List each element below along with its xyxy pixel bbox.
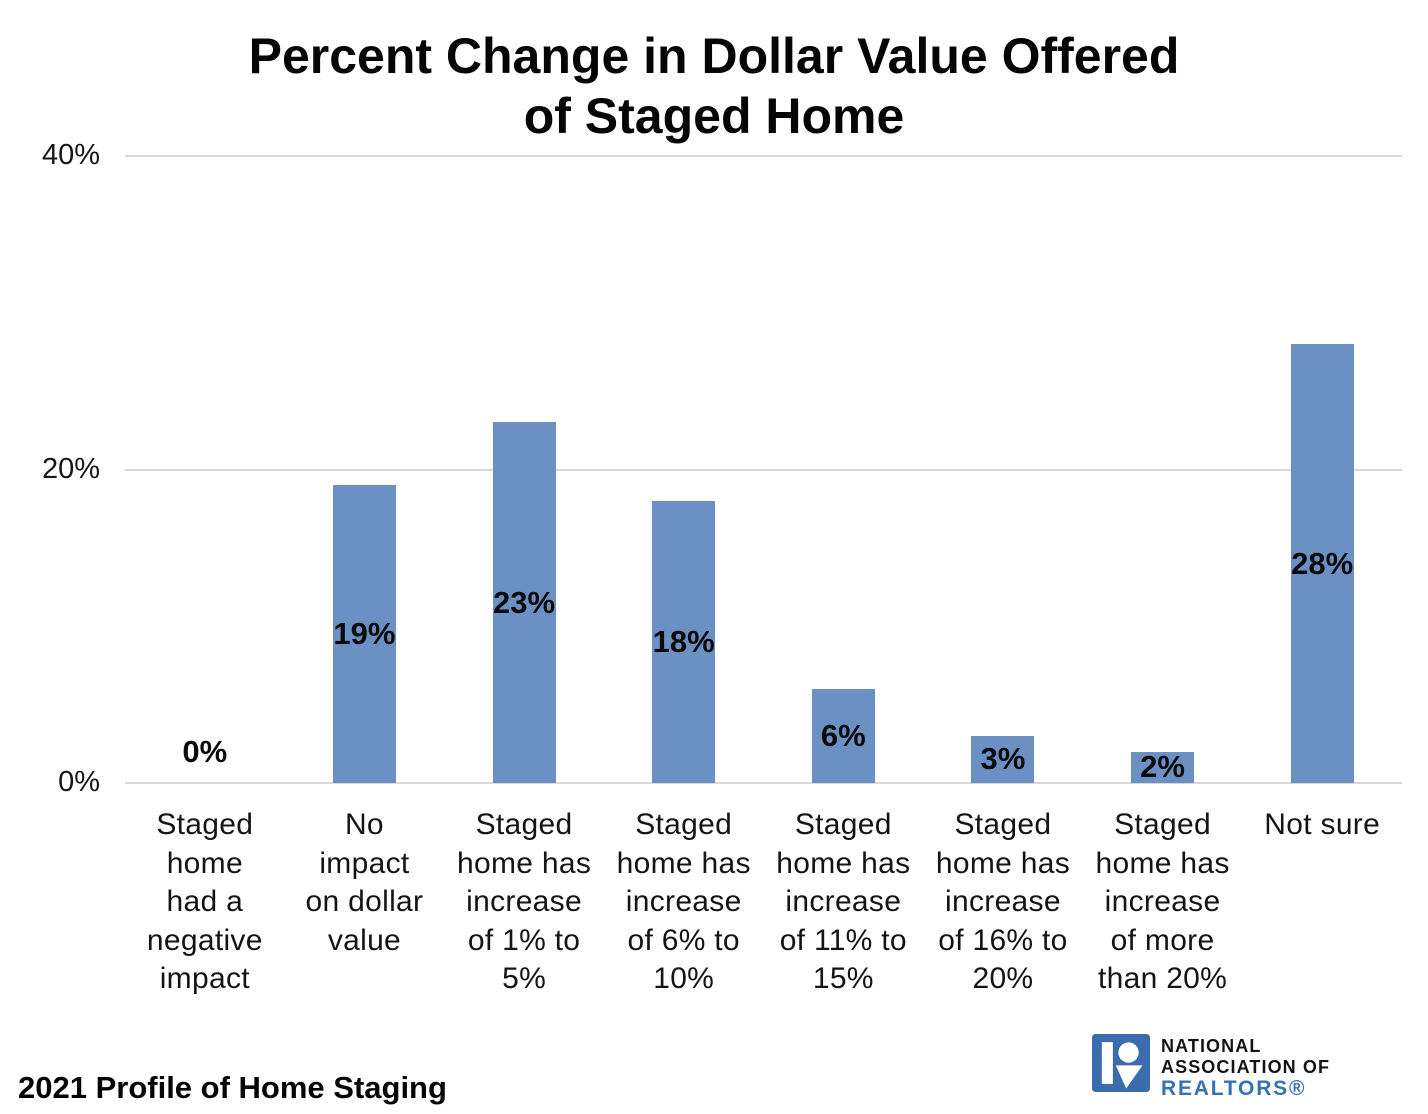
chart-title-line-1: Percent Change in Dollar Value Offered — [248, 28, 1180, 84]
bar — [1290, 344, 1354, 783]
x-axis-label-line: impact — [159, 962, 250, 995]
x-axis-label-line: Staged — [156, 808, 254, 841]
x-axis-label: Staged home had a negative impact — [105, 806, 305, 999]
x-axis-label: Not sure — [1222, 806, 1422, 845]
bar-value-label: 18% — [652, 623, 715, 659]
x-axis-label-line: 5% — [502, 962, 547, 995]
x-axis-label-line: Staged — [794, 808, 892, 841]
x-axis-label-line: home has — [616, 846, 751, 880]
x-axis-label-line: of more — [1110, 923, 1215, 957]
x-axis-label-line: impact — [319, 846, 410, 880]
x-axis-label-line: value — [327, 923, 402, 957]
source-text: 2021 Profile of Home Staging — [18, 1070, 447, 1105]
x-axis-label-line: home has — [776, 846, 911, 880]
x-axis-label-line: 20% — [972, 962, 1034, 995]
x-axis-label-line: of 11% to — [779, 923, 907, 957]
y-tick-label: 0% — [58, 766, 100, 798]
bar — [1131, 751, 1195, 783]
x-axis-label-line: 10% — [653, 962, 715, 995]
x-axis-label-line: than 20% — [1097, 962, 1228, 995]
x-axis-label: Staged home has increase of more than 20% — [1063, 806, 1263, 999]
x-axis-label-line: home has — [935, 846, 1071, 880]
gridline-40% — [125, 155, 1402, 157]
gridline-20% — [125, 468, 1402, 471]
bar — [652, 500, 716, 783]
bar-value-label: 3% — [980, 741, 1026, 777]
bar-value-label: 6% — [820, 717, 866, 753]
x-axis-label-line: of 6% to — [627, 923, 740, 957]
x-axis-label: No impact on dollar value — [264, 806, 464, 960]
x-axis-label-line: 15% — [812, 962, 874, 995]
nar-r-mark-icon — [1092, 1034, 1150, 1092]
bar — [492, 422, 556, 783]
x-axis-label-line: Staged — [1114, 808, 1211, 841]
bar — [332, 485, 396, 783]
x-axis-label-line: increase — [945, 885, 1061, 918]
nar-logo-realtors: REALTORS® — [1161, 1077, 1307, 1100]
x-axis-label: Staged home has increase of 1% to 5% — [424, 806, 624, 999]
nar-logo-line-1: NATIONAL — [1161, 1036, 1262, 1056]
bar-value-label: 23% — [493, 584, 556, 620]
x-axis-label-line: negative — [146, 923, 263, 957]
bar — [971, 735, 1035, 783]
chart-title-line-2: of Staged Home — [523, 88, 905, 144]
x-axis-label-line: increase — [466, 885, 582, 918]
x-axis-label-line: home has — [1095, 846, 1230, 880]
x-axis-label: Staged home has increase of 11% to 15% — [743, 806, 943, 999]
x-axis-label: Staged home has increase of 16% to 20% — [903, 806, 1103, 999]
gridline-0% — [125, 782, 1402, 784]
x-axis-label-line: on dollar — [305, 885, 424, 918]
bar-value-label: 0% — [182, 734, 228, 769]
x-axis-label-line: increase — [1104, 885, 1221, 918]
chart-title: Percent Change in Dollar Value Offered o… — [0, 26, 1428, 146]
bar-value-label: 19% — [333, 616, 396, 652]
x-axis-label-line: home — [166, 846, 243, 880]
nar-logo: NATIONAL ASSOCIATION OF REALTORS® — [1092, 1034, 1330, 1100]
x-axis-label-line: Staged — [475, 808, 573, 841]
bar-value-label: 28% — [1291, 545, 1354, 581]
nar-logo-line-2: ASSOCIATION OF — [1161, 1056, 1331, 1077]
bar — [811, 688, 875, 783]
nar-logo-text: NATIONAL ASSOCIATION OF REALTORS® — [1161, 1034, 1330, 1100]
x-axis-label-line: No — [344, 808, 384, 841]
y-tick-label: 40% — [41, 139, 100, 171]
x-axis-label-line: Not sure — [1264, 808, 1381, 841]
x-axis-label-line: increase — [625, 885, 742, 918]
x-axis-label-line: Staged — [954, 808, 1052, 841]
x-axis-label-line: of 1% to — [467, 923, 581, 957]
bar-value-label: 2% — [1140, 749, 1185, 785]
x-axis-label-line: Staged — [635, 808, 733, 841]
x-axis-label-line: of 16% to — [938, 923, 1068, 957]
y-tick-label: 20% — [41, 452, 100, 485]
x-axis-label: Staged home has increase of 6% to 10% — [584, 806, 784, 999]
x-axis-label-line: home has — [456, 846, 592, 880]
x-axis-label-line: increase — [785, 885, 902, 918]
x-axis-label-line: had a — [166, 885, 244, 918]
